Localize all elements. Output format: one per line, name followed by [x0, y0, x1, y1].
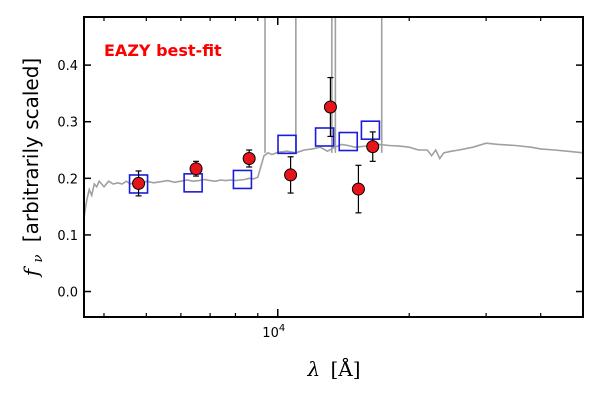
sed-curve: [84, 142, 583, 219]
model-flux-square: [338, 131, 359, 152]
y-axis-sub: ν: [31, 254, 46, 262]
y-axis-label: f ν [arbitrarily scaled]: [19, 58, 47, 278]
chart-annotation: EAZY best-fit: [104, 41, 222, 60]
observed-flux-point: [284, 168, 298, 182]
svg-text:f ν [arbitrarily s: f ν [arbitrarily scaled]: [19, 58, 47, 278]
observed-flux-point: [132, 176, 146, 190]
x-axis-label: λ [Å]: [306, 356, 360, 381]
model-flux-square: [360, 120, 381, 141]
y-tick-label: 0.4: [57, 59, 78, 74]
x-tick-label-exponent: 4: [279, 323, 285, 334]
x-tick-label: 104: [262, 323, 285, 341]
y-tick-label: 0.1: [57, 229, 78, 244]
observed-flux-point: [323, 100, 337, 114]
y-tick-label: 0.2: [57, 172, 78, 187]
sed-line-layer: [84, 17, 583, 219]
model-square-layer: [128, 120, 381, 194]
svg-text:λ [Å]: λ [Å]: [306, 356, 360, 381]
observed-point-layer: [132, 76, 380, 214]
observed-flux-point: [242, 152, 256, 166]
y-axis-unit: [arbitrarily scaled]: [19, 58, 43, 242]
observed-flux-point: [366, 140, 380, 154]
plot-frame: [83, 16, 584, 318]
model-flux-square: [277, 134, 297, 155]
model-flux-square: [314, 127, 335, 147]
observed-flux-point: [351, 182, 365, 196]
x-axis-unit: [Å]: [330, 356, 360, 381]
model-flux-square: [232, 169, 253, 190]
y-axis-var: f: [19, 265, 43, 278]
x-axis-var: λ: [306, 357, 320, 381]
y-tick-label: 0.0: [57, 286, 78, 301]
y-tick-label: 0.3: [57, 116, 78, 131]
observed-flux-point: [189, 162, 203, 176]
